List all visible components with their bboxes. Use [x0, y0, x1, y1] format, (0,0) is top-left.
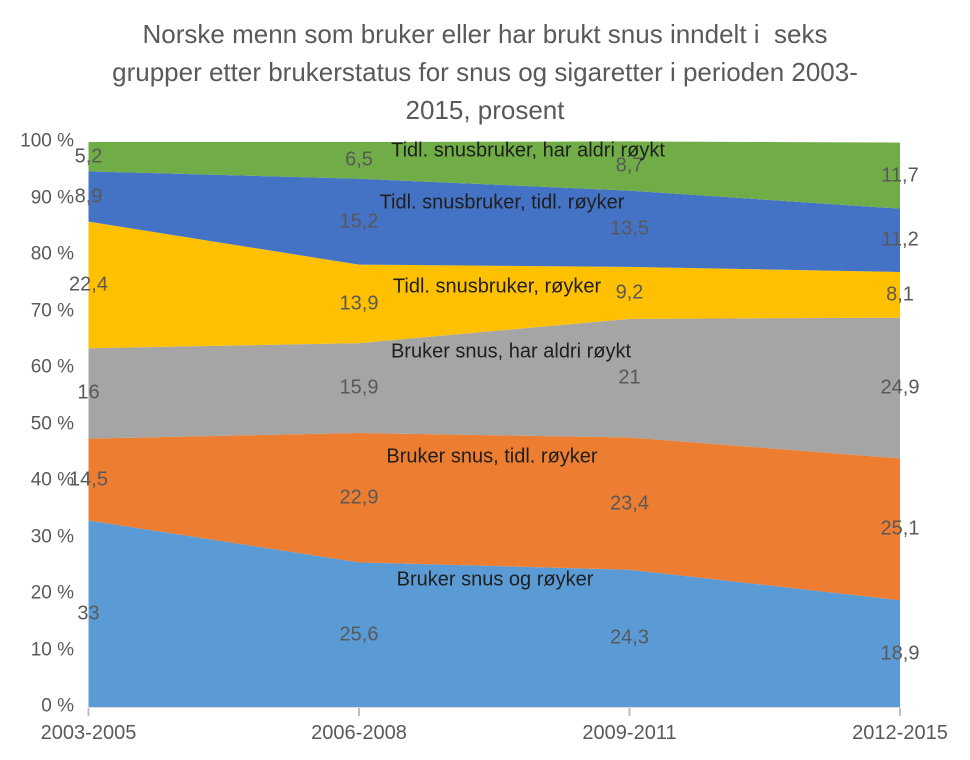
value-label: 21: [618, 366, 641, 389]
y-axis-tick-label: 40 %: [30, 469, 74, 491]
value-label: 24,3: [610, 626, 649, 649]
series-inline-label: Tidl. snusbruker, har aldri røykt: [391, 139, 665, 162]
y-axis-tick-label: 90 %: [30, 187, 74, 209]
value-label: 11,2: [881, 228, 919, 251]
series-inline-label: Tidl. snusbruker, røyker: [392, 275, 602, 298]
value-label: 11,7: [881, 164, 919, 187]
value-label: 8,7: [615, 154, 644, 177]
value-label: 22,9: [339, 486, 379, 509]
value-label: 24,9: [880, 376, 920, 399]
chart-title-line-2: grupper etter brukerstatus for snus og s…: [112, 57, 858, 87]
value-label: 13,5: [610, 217, 649, 240]
area-series-3: [88, 221, 900, 349]
y-axis-tick-label: 0 %: [41, 695, 74, 717]
value-label: 16: [77, 381, 100, 404]
value-label: 8,9: [74, 185, 103, 208]
chart-title: Norske menn som bruker eller har brukt s…: [0, 15, 970, 129]
value-label: 15,2: [339, 210, 379, 233]
y-axis-tick-label: 10 %: [30, 639, 74, 661]
value-label: 14,5: [69, 468, 108, 491]
chart-title-line-3: 2015, prosent: [405, 95, 565, 125]
y-axis-tick-label: 100 %: [20, 130, 74, 152]
value-label: 15,9: [339, 376, 379, 399]
value-label: 22,4: [69, 273, 108, 296]
value-label: 23,4: [610, 492, 649, 515]
y-axis-tick-label: 70 %: [30, 300, 74, 322]
area-series-2: [88, 317, 900, 459]
series-inline-label: Bruker snus og røyker: [396, 568, 594, 591]
x-axis-category-label: 2009-2011: [582, 722, 677, 744]
value-label: 9,2: [615, 281, 644, 304]
value-label: 8,1: [886, 283, 914, 306]
area-series-4: [88, 171, 900, 272]
chart-title-line-1: Norske menn som bruker eller har brukt s…: [142, 19, 828, 49]
y-axis-tick-label: 80 %: [30, 243, 74, 265]
value-label: 5,2: [74, 145, 103, 168]
series-inline-label: Bruker snus, tidl. røyker: [386, 445, 598, 468]
x-axis-category-label: 2003-2005: [40, 722, 137, 744]
area-series-5: [88, 141, 900, 209]
y-axis-tick-label: 60 %: [30, 356, 74, 378]
y-axis-tick-label: 20 %: [30, 582, 74, 604]
value-label: 18,9: [880, 642, 920, 665]
series-inline-label: Tidl. snusbruker, tidl. røyker: [379, 191, 625, 214]
y-axis-tick-label: 30 %: [30, 526, 74, 548]
y-axis-tick-label: 50 %: [30, 413, 74, 435]
area-series-0: [88, 520, 900, 707]
series-inline-label: Bruker snus, har aldri røykt: [390, 340, 632, 363]
x-axis-category-label: 2006-2008: [311, 722, 407, 744]
value-label: 25,1: [880, 517, 920, 540]
value-label: 25,6: [339, 623, 379, 646]
area-series-1: [88, 432, 900, 601]
value-label: 6,5: [345, 148, 373, 171]
x-axis-category-label: 2012-2015: [852, 722, 948, 744]
value-label: 33: [77, 602, 100, 625]
value-label: 13,9: [339, 292, 379, 315]
